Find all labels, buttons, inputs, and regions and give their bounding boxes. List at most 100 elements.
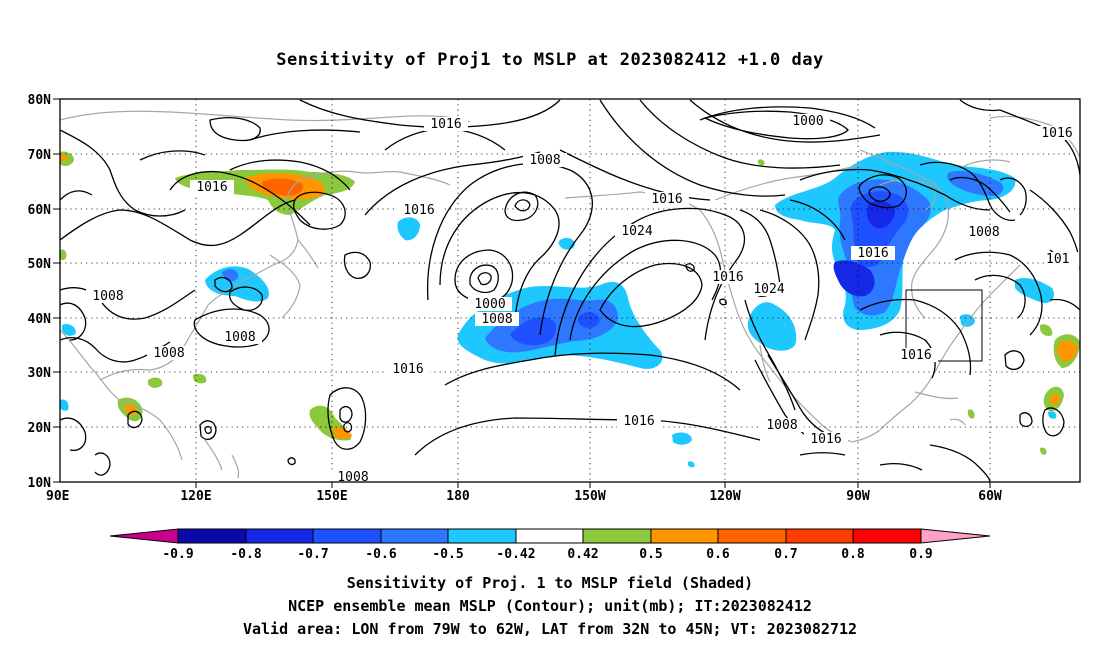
- svg-text:1016: 1016: [392, 362, 423, 377]
- svg-text:1016: 1016: [430, 117, 461, 132]
- caption-contour: NCEP ensemble mean MSLP (Contour); unit(…: [288, 597, 812, 615]
- contour-label: 101: [1044, 252, 1080, 267]
- colorbar-tick-label: -0.7: [297, 547, 328, 562]
- lon-label: 90W: [846, 489, 870, 504]
- svg-text:1024: 1024: [753, 282, 784, 297]
- colorbar-tick-label: 0.42: [567, 547, 598, 562]
- contour-label: 1016: [424, 117, 468, 132]
- lat-label: 50N: [28, 257, 52, 272]
- contour-label: 1008: [475, 312, 519, 327]
- contour-label: 1016: [617, 414, 661, 429]
- contour-label: 1008: [760, 418, 804, 433]
- svg-text:1000: 1000: [792, 114, 823, 129]
- colorbar-tick-label: -0.5: [432, 547, 463, 562]
- lon-label: 120W: [709, 489, 740, 504]
- lon-label: 90E: [46, 489, 69, 504]
- colorbar-segment: [447, 528, 517, 544]
- contour-label: 1016: [804, 432, 848, 447]
- contour-label: 1016: [706, 270, 750, 285]
- colorbar-segment: [245, 528, 314, 544]
- colorbar-tick-label: -0.6: [365, 547, 396, 562]
- lat-label: 10N: [28, 476, 52, 491]
- colorbar-tick-label: 0.5: [639, 547, 662, 562]
- graticule: [60, 99, 1080, 482]
- lat-label: 30N: [28, 366, 52, 381]
- negative-sensitivity-area: [60, 151, 1057, 468]
- colorbar-arrow-left: [109, 528, 179, 544]
- contour-label: 1016: [397, 203, 441, 218]
- contour-label: 1008: [86, 289, 130, 304]
- caption-shading: Sensitivity of Proj. 1 to MSLP field (Sh…: [346, 574, 754, 592]
- colorbar-tick-label: 0.9: [909, 547, 932, 562]
- svg-text:1008: 1008: [153, 346, 184, 361]
- lon-label: 150E: [316, 489, 347, 504]
- lon-ticks: [195, 482, 991, 488]
- lat-label: 80N: [28, 93, 52, 108]
- contour-labels: 1016 1016 1016 1016 1016 1016 1016 1016 …: [86, 114, 1080, 485]
- contour-label: 1008: [962, 225, 1006, 240]
- svg-text:1024: 1024: [621, 224, 652, 239]
- map-title: Sensitivity of Proj1 to MSLP at 20230824…: [276, 50, 824, 70]
- svg-text:1008: 1008: [968, 225, 999, 240]
- contour-label: 1024: [615, 224, 659, 239]
- lon-labels: 90E 120E 150E 180 150W 120W 90W 60W: [46, 489, 1002, 504]
- lat-label: 70N: [28, 148, 52, 163]
- sensitivity-shading: [60, 151, 1080, 468]
- contour-label: 1016: [1035, 126, 1079, 141]
- svg-text:1016: 1016: [810, 432, 841, 447]
- svg-text:1008: 1008: [766, 418, 797, 433]
- contour-label: 1016: [894, 348, 938, 363]
- colorbar-segment: [380, 528, 449, 544]
- colorbar-tick-label: 0.6: [706, 547, 730, 562]
- colorbar: [109, 528, 991, 544]
- svg-text:1016: 1016: [651, 192, 682, 207]
- colorbar-tick-label: -0.8: [230, 547, 261, 562]
- lat-label: 60N: [28, 203, 52, 218]
- colorbar-tick-label: -0.9: [162, 547, 193, 562]
- colorbar-segment: [582, 528, 652, 544]
- contour-label: 1000: [468, 297, 512, 312]
- svg-text:1008: 1008: [92, 289, 123, 304]
- contour-label: 1008: [523, 153, 567, 168]
- svg-text:1016: 1016: [1041, 126, 1072, 141]
- svg-text:101: 101: [1046, 252, 1069, 267]
- svg-text:1016: 1016: [403, 203, 434, 218]
- svg-text:1008: 1008: [529, 153, 560, 168]
- svg-text:1016: 1016: [900, 348, 931, 363]
- contour-label: 1008: [147, 346, 191, 361]
- colorbar-segment: [852, 528, 922, 544]
- contour-label: 1024: [747, 282, 791, 297]
- lat-labels: 80N 70N 60N 50N 40N 30N 20N 10N: [28, 93, 52, 491]
- contour-label: 1016: [386, 362, 430, 377]
- lon-label: 150W: [574, 489, 605, 504]
- colorbar-tick-label: 0.8: [841, 547, 865, 562]
- contour-label: 1016: [190, 180, 234, 195]
- contour-label: 1016: [645, 192, 689, 207]
- svg-text:1016: 1016: [712, 270, 743, 285]
- lat-ticks: [53, 98, 60, 483]
- svg-text:1008: 1008: [481, 312, 512, 327]
- colorbar-segment: [650, 528, 719, 544]
- colorbar-tick-label: -0.42: [496, 547, 535, 562]
- contour-label: 1008: [218, 330, 262, 345]
- svg-text:1000: 1000: [474, 297, 505, 312]
- map-frame: [59, 98, 1081, 483]
- svg-text:1016: 1016: [857, 246, 888, 261]
- svg-text:1008: 1008: [224, 330, 255, 345]
- colorbar-segment: [312, 528, 382, 544]
- colorbar-segment: [515, 528, 584, 544]
- colorbar-segment: [785, 528, 854, 544]
- svg-text:1008: 1008: [337, 470, 368, 485]
- lon-label: 60W: [978, 489, 1002, 504]
- lon-label: 180: [446, 489, 470, 504]
- contour-label: 1000: [786, 114, 830, 129]
- contour-label: 1008: [331, 470, 375, 485]
- lat-label: 40N: [28, 312, 52, 327]
- svg-text:1016: 1016: [623, 414, 654, 429]
- caption-block: Sensitivity of Proj. 1 to MSLP field (Sh…: [0, 572, 1100, 641]
- lon-label: 120E: [180, 489, 211, 504]
- lat-label: 20N: [28, 421, 52, 436]
- caption-valid-area: Valid area: LON from 79W to 62W, LAT fro…: [242, 620, 858, 638]
- colorbar-segment: [717, 528, 787, 544]
